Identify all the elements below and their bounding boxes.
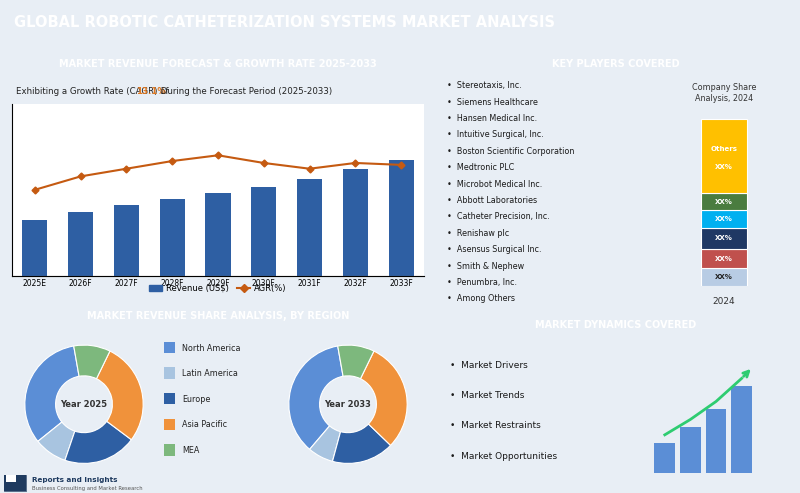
Wedge shape — [38, 422, 75, 460]
Wedge shape — [74, 345, 110, 379]
Bar — [654, 443, 675, 473]
Text: XX%: XX% — [715, 216, 733, 222]
Text: North America: North America — [182, 344, 241, 352]
Bar — [389, 160, 414, 276]
Text: •  Market Restraints: • Market Restraints — [450, 421, 541, 430]
Text: •  Among Others: • Among Others — [447, 294, 515, 303]
Text: MEA: MEA — [182, 446, 199, 455]
Bar — [701, 249, 747, 269]
Text: XX%: XX% — [715, 256, 733, 262]
Text: •  Penumbra, Inc.: • Penumbra, Inc. — [447, 278, 517, 287]
Bar — [701, 193, 747, 211]
Text: •  Smith & Nephew: • Smith & Nephew — [447, 262, 524, 271]
Text: •  Catheter Precision, Inc.: • Catheter Precision, Inc. — [447, 212, 550, 221]
Text: KEY PLAYERS COVERED: KEY PLAYERS COVERED — [552, 59, 680, 69]
Wedge shape — [361, 351, 407, 445]
Bar — [701, 228, 747, 249]
Text: Europe: Europe — [182, 395, 210, 404]
Text: Latin America: Latin America — [182, 369, 238, 378]
Text: Reports and Insights: Reports and Insights — [32, 477, 118, 483]
Text: XX%: XX% — [715, 199, 733, 205]
Text: XX%: XX% — [715, 274, 733, 280]
Text: •  Hansen Medical Inc.: • Hansen Medical Inc. — [447, 114, 537, 123]
Bar — [206, 193, 230, 276]
Text: During the Forecast Period (2025-2033): During the Forecast Period (2025-2033) — [158, 87, 332, 96]
Bar — [22, 219, 47, 276]
Bar — [114, 206, 139, 276]
Bar — [701, 269, 747, 286]
Bar — [297, 179, 322, 276]
Text: 2024: 2024 — [713, 297, 735, 306]
Bar — [160, 199, 185, 276]
Text: Exhibiting a Growth Rate (CAGR) of: Exhibiting a Growth Rate (CAGR) of — [15, 87, 171, 96]
Text: •  Boston Scientific Corporation: • Boston Scientific Corporation — [447, 147, 574, 156]
Text: Others: Others — [710, 145, 738, 151]
Wedge shape — [333, 424, 390, 463]
Bar — [251, 187, 276, 276]
Text: MARKET REVENUE FORECAST & GROWTH RATE 2025-2033: MARKET REVENUE FORECAST & GROWTH RATE 20… — [59, 59, 377, 69]
Legend: Revenue (US$), AGR(%): Revenue (US$), AGR(%) — [146, 281, 290, 296]
Wedge shape — [289, 346, 343, 449]
Text: •  Microbot Medical Inc.: • Microbot Medical Inc. — [447, 179, 542, 188]
Text: •  Renishaw plc: • Renishaw plc — [447, 229, 509, 238]
Text: •  Siemens Healthcare: • Siemens Healthcare — [447, 98, 538, 106]
Text: XX%: XX% — [715, 164, 733, 170]
Text: MARKET DYNAMICS COVERED: MARKET DYNAMICS COVERED — [535, 320, 697, 330]
Bar — [706, 409, 726, 473]
Text: MARKET REVENUE SHARE ANALYSIS, BY REGION: MARKET REVENUE SHARE ANALYSIS, BY REGION — [87, 311, 349, 320]
Wedge shape — [25, 346, 79, 441]
Text: Company Share
Analysis, 2024: Company Share Analysis, 2024 — [692, 83, 756, 103]
Bar — [164, 419, 175, 430]
Text: •  Asensus Surgical Inc.: • Asensus Surgical Inc. — [447, 245, 542, 254]
Text: Year 2025: Year 2025 — [61, 400, 107, 409]
Bar — [68, 212, 94, 276]
Text: •  Market Opportunities: • Market Opportunities — [450, 452, 558, 460]
Bar — [164, 444, 175, 456]
Bar — [4, 475, 26, 492]
Bar — [701, 119, 747, 193]
Text: •  Intuitive Surgical, Inc.: • Intuitive Surgical, Inc. — [447, 130, 543, 140]
Bar — [6, 475, 16, 482]
Text: 13.1%: 13.1% — [136, 87, 166, 96]
Bar — [680, 427, 701, 473]
Bar — [701, 211, 747, 228]
Bar — [164, 367, 175, 379]
Text: •  Abbott Laboratories: • Abbott Laboratories — [447, 196, 537, 205]
Wedge shape — [97, 351, 143, 440]
Text: XX%: XX% — [715, 236, 733, 242]
Wedge shape — [65, 422, 131, 463]
Text: GLOBAL ROBOTIC CATHETERIZATION SYSTEMS MARKET ANALYSIS: GLOBAL ROBOTIC CATHETERIZATION SYSTEMS M… — [14, 15, 555, 30]
Bar — [164, 393, 175, 404]
Bar — [4, 475, 26, 492]
Bar — [164, 342, 175, 353]
Text: •  Market Drivers: • Market Drivers — [450, 360, 528, 370]
Wedge shape — [310, 426, 341, 461]
Bar — [731, 386, 752, 473]
Text: Asia Pacific: Asia Pacific — [182, 421, 227, 429]
Bar — [342, 170, 368, 276]
Text: •  Stereotaxis, Inc.: • Stereotaxis, Inc. — [447, 81, 522, 90]
Text: •  Market Trends: • Market Trends — [450, 391, 525, 400]
Text: Business Consulting and Market Research: Business Consulting and Market Research — [32, 486, 142, 491]
Text: •  Medtronic PLC: • Medtronic PLC — [447, 163, 514, 172]
Wedge shape — [338, 345, 374, 379]
Text: Year 2033: Year 2033 — [325, 400, 371, 409]
